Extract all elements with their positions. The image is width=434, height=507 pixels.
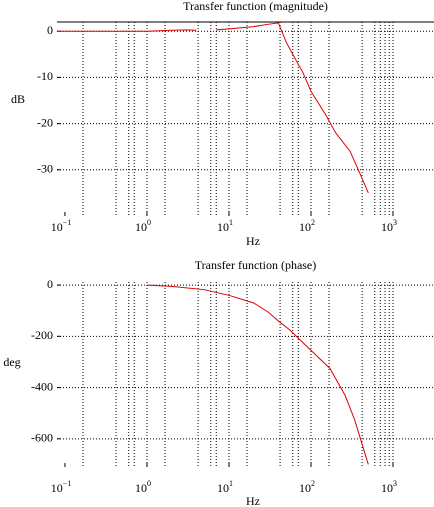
x-tick-label: 10−1 bbox=[51, 218, 72, 234]
curve bbox=[57, 22, 369, 194]
x-tick-base: 10 bbox=[381, 481, 393, 495]
x-tick-base: 10 bbox=[217, 220, 229, 234]
x-tick-base: 10 bbox=[135, 220, 147, 234]
y-axis-label: dB bbox=[11, 92, 25, 106]
y-tick-label: -20 bbox=[37, 115, 53, 129]
curve bbox=[146, 284, 369, 465]
x-tick-label: 10−1 bbox=[51, 479, 72, 495]
y-tick-label: 0 bbox=[47, 23, 53, 37]
x-tick-exponent: 2 bbox=[311, 479, 315, 488]
x-axis-label: Hz bbox=[246, 494, 260, 507]
x-tick-exponent: −1 bbox=[63, 479, 72, 488]
x-tick-label: 102 bbox=[299, 218, 315, 234]
x-tick-base: 10 bbox=[51, 220, 63, 234]
x-tick-base: 10 bbox=[217, 481, 229, 495]
x-tick-exponent: 3 bbox=[393, 479, 397, 488]
x-tick-label: 103 bbox=[381, 218, 397, 234]
x-tick-exponent: −1 bbox=[63, 218, 72, 227]
y-tick-label: 0 bbox=[47, 277, 53, 291]
x-axis-label: Hz bbox=[246, 234, 260, 248]
x-tick-exponent: 3 bbox=[393, 218, 397, 227]
x-tick-label: 102 bbox=[299, 479, 315, 495]
subplot: Transfer function (phase) deg Hz 0 -200 -400 -… bbox=[3, 258, 434, 507]
x-tick-base: 10 bbox=[135, 481, 147, 495]
y-axis-label: deg bbox=[3, 355, 20, 369]
x-tick-base: 10 bbox=[299, 220, 311, 234]
y-tick-label: -30 bbox=[37, 162, 53, 176]
y-tick-label: -200 bbox=[31, 328, 53, 342]
subplot-title: Transfer function (phase) bbox=[195, 258, 317, 272]
x-tick-label: 101 bbox=[217, 218, 233, 234]
x-tick-exponent: 0 bbox=[147, 479, 151, 488]
x-tick-label: 100 bbox=[135, 218, 151, 234]
x-tick-exponent: 2 bbox=[311, 218, 315, 227]
x-tick-label: 101 bbox=[217, 479, 233, 495]
y-tick-label: -600 bbox=[31, 431, 53, 445]
x-tick-exponent: 0 bbox=[147, 218, 151, 227]
x-tick-base: 10 bbox=[381, 220, 393, 234]
x-tick-base: 10 bbox=[299, 481, 311, 495]
x-tick-label: 103 bbox=[381, 479, 397, 495]
subplot: Transfer function (magnitude) dB Hz 0 -10 -20… bbox=[11, 0, 434, 248]
x-tick-exponent: 1 bbox=[229, 218, 233, 227]
y-tick-label: -10 bbox=[37, 69, 53, 83]
y-tick-label: -400 bbox=[31, 379, 53, 393]
x-tick-base: 10 bbox=[51, 481, 63, 495]
x-tick-exponent: 1 bbox=[229, 479, 233, 488]
x-tick-label: 100 bbox=[135, 479, 151, 495]
subplot-title: Transfer function (magnitude) bbox=[183, 0, 328, 13]
